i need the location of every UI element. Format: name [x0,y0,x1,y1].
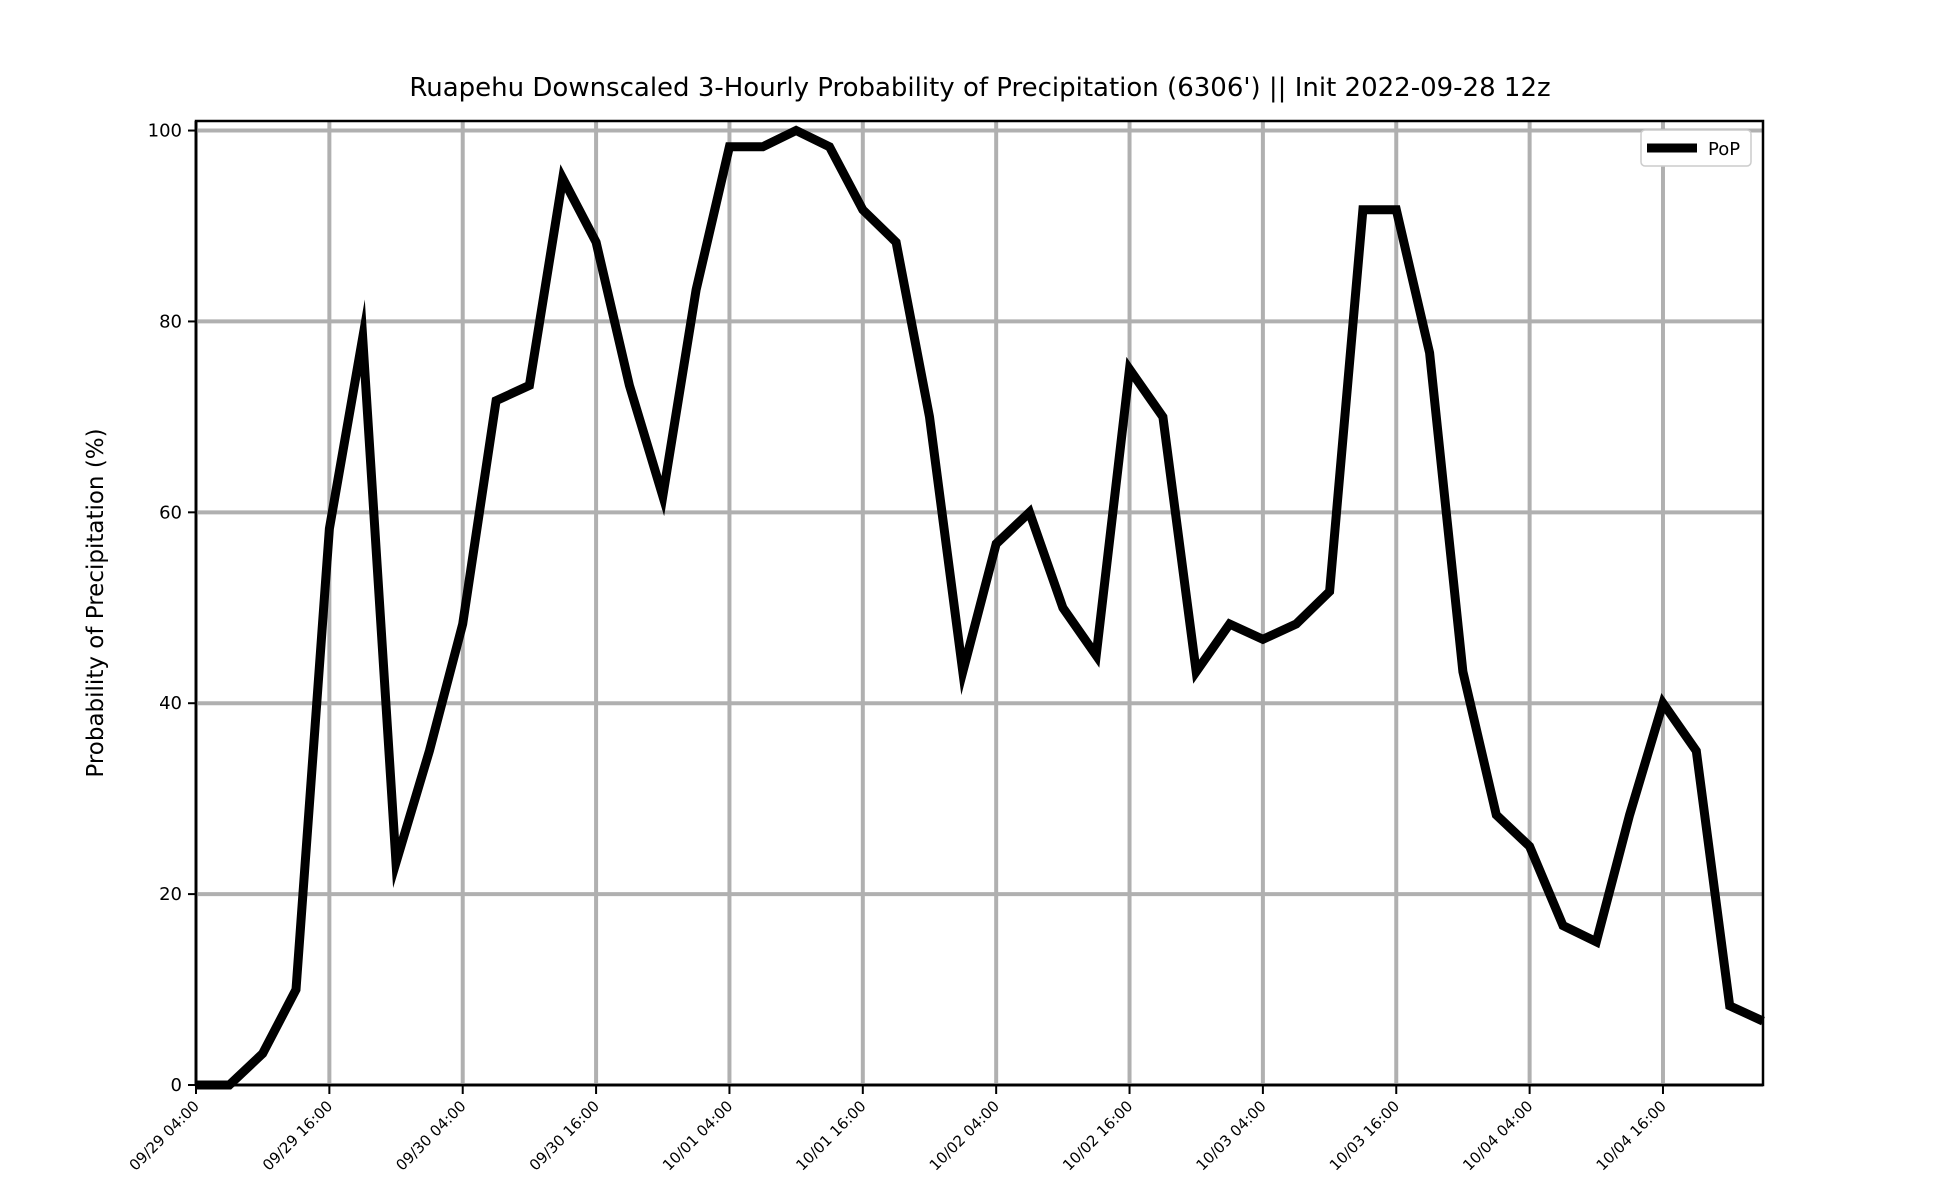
data-point [1529,846,1530,847]
data-point [1462,671,1463,672]
chart-title: Ruapehu Downscaled 3-Hourly Probability … [409,73,1550,103]
x-tick-label: 10/01 16:00 [792,1097,869,1174]
data-point [1329,591,1330,592]
data-point [462,623,463,624]
data-point [1162,416,1163,417]
data-point [1496,814,1497,815]
data-point [529,385,530,386]
data-point [896,242,897,243]
data-point [1629,814,1630,815]
data-point [862,209,863,210]
y-tick-label: 0 [171,1075,182,1096]
data-point [1562,925,1563,926]
x-tick-label: 09/30 16:00 [526,1097,603,1174]
data-point [1729,1005,1730,1006]
data-point [929,416,930,417]
data-point [829,146,830,147]
y-tick-label: 60 [159,502,182,523]
x-tick-label: 09/29 04:00 [126,1097,203,1174]
data-point [729,146,730,147]
series-line-pop [196,125,1765,1090]
data-point [762,146,763,147]
data-point [1262,639,1263,640]
axis-ticks: 0 20 40 60 80 100 09/29 04:00 09/29 16:00 09/30 … [126,121,1670,1175]
data-point [596,242,597,243]
x-tick-label: 10/02 04:00 [926,1097,1003,1174]
data-point [262,1053,263,1054]
data-point [496,400,497,401]
data-point [1029,512,1030,513]
legend: PoP [1640,129,1752,167]
data-point [962,671,963,672]
legend-label: PoP [1708,139,1740,160]
y-tick-label: 40 [159,693,182,714]
y-tick-label: 20 [159,884,182,905]
plot-frame [194,119,1765,1087]
data-point [362,337,363,338]
data-point [1696,750,1697,751]
data-point [1362,209,1363,210]
x-tick-label: 09/29 16:00 [259,1097,336,1174]
data-point [996,543,997,544]
y-axis-label: Probability of Precipitation (%) [83,428,109,777]
x-tick-label: 10/01 04:00 [659,1097,736,1174]
data-point [1396,209,1397,210]
data-point [1096,655,1097,656]
data-point [1296,623,1297,624]
series-layer [196,125,1765,1090]
data-point [562,178,563,179]
x-tick-label: 10/03 16:00 [1326,1097,1403,1174]
data-point [1596,941,1597,942]
data-point [1129,369,1130,370]
data-point [296,989,297,990]
data-point [1062,607,1063,608]
y-tick-label: 100 [148,121,182,142]
data-point [396,862,397,863]
data-point [329,528,330,529]
x-tick-label: 10/02 16:00 [1059,1097,1136,1174]
x-tick-label: 10/04 04:00 [1459,1097,1536,1174]
data-point [1229,623,1230,624]
x-tick-label: 09/30 04:00 [392,1097,469,1174]
data-point [662,496,663,497]
data-point [796,130,797,131]
data-point [629,385,630,386]
x-tick-label: 10/04 16:00 [1593,1097,1670,1174]
data-point [696,289,697,290]
grid [194,121,1763,1087]
data-point [1429,352,1430,353]
data-point [429,750,430,751]
data-point [1662,703,1663,704]
data-point [1196,671,1197,672]
x-tick-label: 10/03 04:00 [1192,1097,1269,1174]
y-tick-label: 80 [159,311,182,332]
